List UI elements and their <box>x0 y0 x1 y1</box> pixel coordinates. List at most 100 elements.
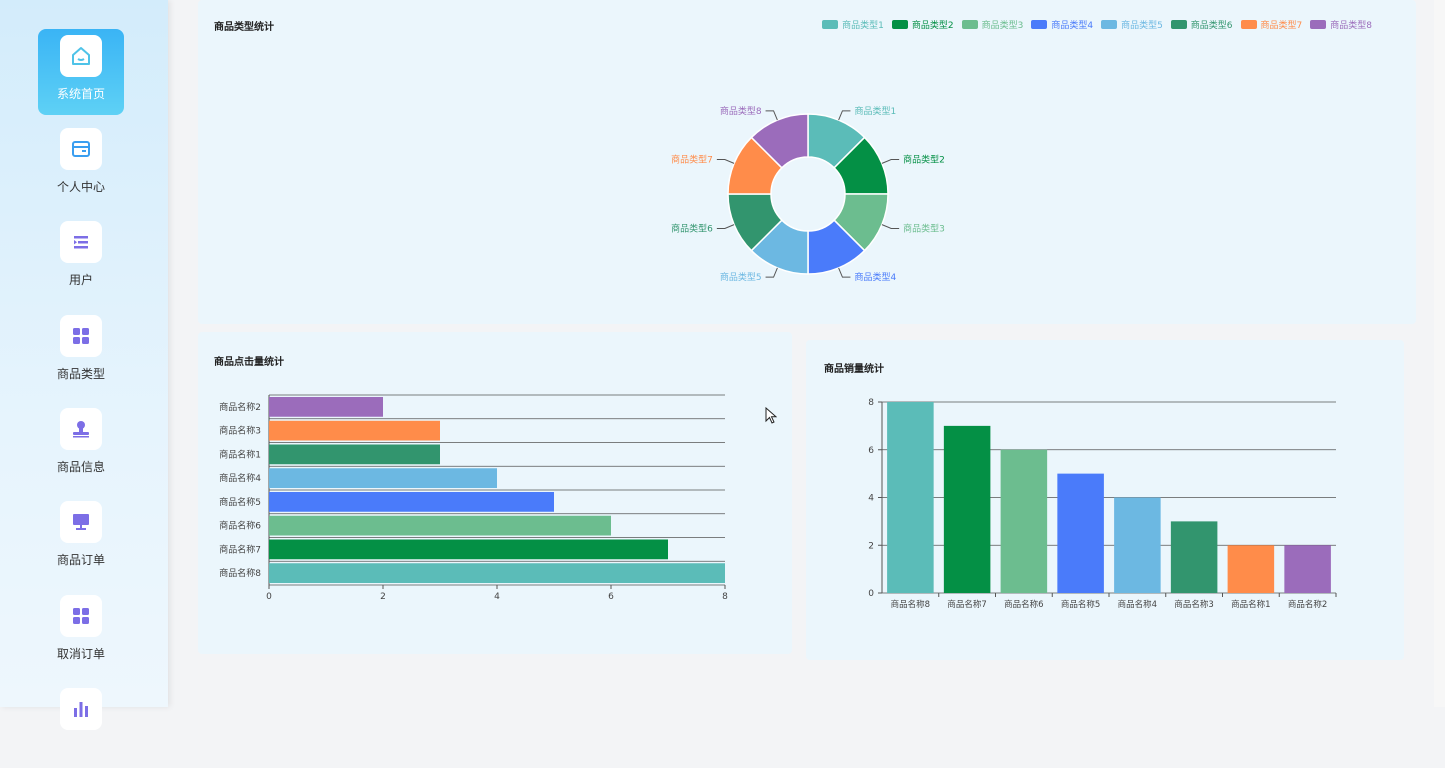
sidebar-item-product-info[interactable]: 商品信息 <box>38 402 124 488</box>
bar <box>269 397 383 417</box>
bar <box>1170 521 1218 593</box>
sidebar-item-label: 个人中心 <box>56 180 105 194</box>
legend-item[interactable]: 商品类型4 <box>1031 18 1093 31</box>
slice-label: 商品类型5 <box>720 271 762 283</box>
slice-label: 商品类型7 <box>671 154 713 166</box>
main-content: 商品类型统计 商品类型1 商品类型2 商品类型3 商品类型4 商品类型5 商品类型6 商品类… <box>168 0 1445 707</box>
legend-swatch <box>1310 20 1327 29</box>
legend-item[interactable]: 商品类型8 <box>1310 18 1372 31</box>
home-icon <box>60 35 102 77</box>
legend-swatch <box>1240 20 1257 29</box>
legend-swatch <box>1101 20 1118 29</box>
sidebar-item-label: 系统首页 <box>56 87 105 101</box>
grid-icon <box>60 595 102 637</box>
y-tick-label: 商品名称4 <box>219 472 261 484</box>
y-tick-label: 商品名称2 <box>219 401 261 413</box>
legend-item[interactable]: 商品类型5 <box>1101 18 1163 31</box>
click-stats-panel: 商品点击量统计 0 2 4 6 8 商品名称2 商品名称3 商品名称1 商品名称4 商品名称5 商品… <box>198 332 792 654</box>
legend-label: 商品类型8 <box>1330 21 1372 31</box>
sidebar-item-profile[interactable]: 个人中心 <box>38 122 124 208</box>
slice-label: 商品类型4 <box>854 271 896 283</box>
x-tick-label: 商品名称4 <box>1118 599 1157 610</box>
legend-item[interactable]: 商品类型6 <box>1170 18 1233 31</box>
bar <box>1000 449 1048 593</box>
legend-item[interactable]: 商品类型2 <box>891 18 954 31</box>
sidebar-item-orders[interactable]: 商品订单 <box>38 495 124 581</box>
pie-slice <box>750 113 809 169</box>
legend-label: 商品类型6 <box>1190 21 1233 31</box>
x-tick-label: 商品名称8 <box>891 599 930 610</box>
legend-swatch <box>1170 20 1187 29</box>
legend-label: 商品类型7 <box>1260 21 1303 31</box>
sidebar-item-label: 商品信息 <box>56 460 105 474</box>
sidebar-item-home[interactable]: 系统首页 <box>38 29 124 115</box>
legend-label: 商品类型5 <box>1121 21 1163 31</box>
sidebar: 系统首页 个人中心 用户 商品类型 商品信息 商品订单 取消订单 <box>0 0 168 730</box>
sidebar-item-label: 商品类型 <box>56 367 105 381</box>
leader-line <box>838 267 851 278</box>
sidebar-item-users[interactable]: 用户 <box>38 215 124 301</box>
y-tick-label: 0 <box>868 589 874 599</box>
bar-chart-icon <box>60 688 102 730</box>
sidebar-item-cancel-orders[interactable]: 取消订单 <box>38 589 124 675</box>
panel-title: 商品类型统计 <box>214 22 274 33</box>
y-tick-label: 商品名称3 <box>219 425 261 437</box>
list-icon <box>60 221 102 263</box>
bar <box>269 539 668 560</box>
legend-item[interactable]: 商品类型1 <box>822 18 884 31</box>
legend-label: 商品类型1 <box>842 21 884 31</box>
stamp-icon <box>60 408 102 450</box>
vbar-chart: 0 2 4 6 8 商品名称8 商品名称7 商品名称6 商品名称5 商品名称4 商品名称3 商品名称1… <box>868 398 1337 610</box>
sidebar-item-label: 商品订单 <box>56 553 105 567</box>
legend-item[interactable]: 商品类型3 <box>961 18 1024 31</box>
grid-icon <box>60 315 102 357</box>
x-tick-label: 商品名称6 <box>1004 599 1043 610</box>
y-tick-label: 2 <box>868 541 874 551</box>
sidebar-item-statistics[interactable] <box>38 682 124 768</box>
x-tick-label: 商品名称5 <box>1061 599 1100 610</box>
panel-title: 商品点击量统计 <box>214 357 284 368</box>
leader-line <box>716 159 735 164</box>
type-stats-panel: 商品类型统计 商品类型1 商品类型2 商品类型3 商品类型4 商品类型5 商品类型6 商品类… <box>198 0 1416 324</box>
legend-label: 商品类型2 <box>911 21 954 31</box>
y-tick-label: 商品名称6 <box>219 520 261 532</box>
y-tick-label: 商品名称8 <box>219 567 261 579</box>
cursor-icon <box>765 407 777 424</box>
scrollbar[interactable] <box>1434 0 1445 707</box>
leader-line <box>716 224 735 229</box>
sidebar-item-product-type[interactable]: 商品类型 <box>38 309 124 395</box>
legend-swatch <box>891 20 908 29</box>
bar <box>269 420 440 441</box>
slice-label: 商品类型2 <box>903 154 945 166</box>
leader-line <box>881 224 900 229</box>
donut-chart: 商品类型1 商品类型2 商品类型3 商品类型4 商品类型5 商品类型6 商品类型7 商品类型8 <box>671 105 945 283</box>
slice-label: 商品类型6 <box>671 222 713 234</box>
x-tick-label: 商品名称1 <box>1231 599 1270 610</box>
legend-item[interactable]: 商品类型7 <box>1240 18 1303 31</box>
legend-label: 商品类型4 <box>1051 21 1094 31</box>
y-tick-label: 商品名称5 <box>219 496 261 508</box>
y-tick-label: 商品名称7 <box>219 543 261 555</box>
wallet-icon <box>60 128 102 170</box>
bar <box>269 515 611 536</box>
monitor-icon <box>60 501 102 543</box>
sidebar-item-label: 取消订单 <box>56 647 105 661</box>
slice-label: 商品类型8 <box>720 105 762 117</box>
y-tick-label: 4 <box>868 494 874 504</box>
bar <box>1284 545 1331 593</box>
bar <box>887 402 934 593</box>
y-tick-label: 8 <box>868 398 874 408</box>
legend-label: 商品类型3 <box>981 21 1024 31</box>
slice-label: 商品类型3 <box>903 222 945 234</box>
bar <box>269 468 497 488</box>
x-tick-label: 4 <box>494 592 500 602</box>
y-tick-label: 6 <box>868 446 874 456</box>
bar <box>1057 473 1104 593</box>
legend: 商品类型1 商品类型2 商品类型3 商品类型4 商品类型5 商品类型6 商品类型7 商品类型8 <box>822 18 1372 31</box>
slice-label: 商品类型1 <box>854 105 896 117</box>
x-tick-label: 0 <box>266 592 272 602</box>
x-tick-label: 2 <box>380 592 386 602</box>
leader-line <box>881 159 900 164</box>
bar <box>1114 497 1161 593</box>
bar <box>943 425 991 593</box>
